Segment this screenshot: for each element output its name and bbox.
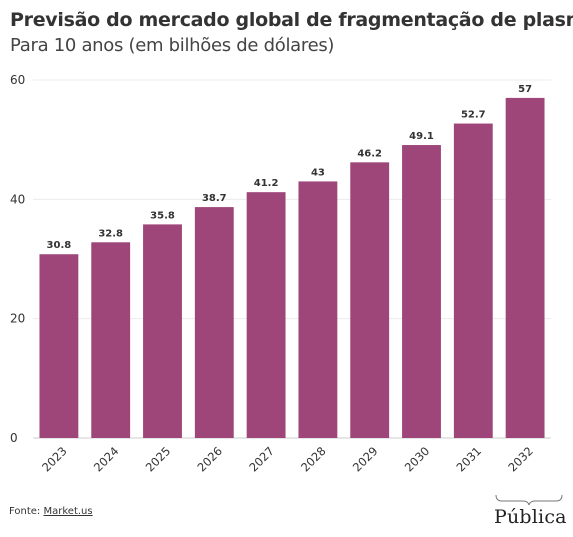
y-tick-label-40: 40 <box>10 192 25 206</box>
data-label-2024: 32.8 <box>98 228 123 239</box>
bar-2025 <box>143 224 182 438</box>
x-tick-label-2030: 2030 <box>402 444 433 475</box>
bar-2028 <box>298 181 338 438</box>
data-label-2026: 38.7 <box>202 193 227 204</box>
data-label-2031: 52.7 <box>461 110 486 121</box>
bar-2032 <box>505 97 545 439</box>
x-tick-label-2032: 2032 <box>505 444 536 475</box>
data-label-2032: 57 <box>518 84 532 95</box>
source-link[interactable]: Market.us <box>43 506 93 517</box>
bar-2026 <box>194 207 234 438</box>
bar-2023 <box>39 254 79 438</box>
y-tick-label-0: 0 <box>10 431 18 445</box>
bar-2031 <box>453 123 493 438</box>
bar-2029 <box>350 162 390 438</box>
y-axis-ticks: 0 20 40 60 <box>10 73 25 445</box>
x-tick-label-2031: 2031 <box>454 444 485 475</box>
x-tick-label-2025: 2025 <box>143 444 174 475</box>
source-label: Fonte: <box>9 506 41 517</box>
x-tick-label-2023: 2023 <box>39 444 70 475</box>
logo-text: Pública <box>494 506 567 528</box>
bar-2024 <box>91 242 131 438</box>
x-tick-label-2028: 2028 <box>298 444 329 475</box>
bar-2030 <box>402 145 441 438</box>
bar-2027 <box>246 192 286 438</box>
data-label-2030: 49.1 <box>409 131 434 142</box>
x-tick-label-2024: 2024 <box>91 444 122 475</box>
x-tick-label-2029: 2029 <box>350 444 381 475</box>
publica-logo: Pública <box>490 493 568 531</box>
y-tick-label-60: 60 <box>10 73 25 87</box>
data-label-2023: 30.8 <box>47 240 72 251</box>
data-labels: 30.8 32.8 35.8 38.7 41.2 43 46.2 49.1 52.7 57 <box>47 84 533 251</box>
data-label-2029: 46.2 <box>357 148 382 159</box>
data-label-2025: 35.8 <box>150 210 175 221</box>
data-label-2028: 43 <box>311 167 325 178</box>
x-tick-label-2027: 2027 <box>246 444 277 475</box>
y-tick-label-20: 20 <box>10 312 25 326</box>
bar-series <box>39 97 545 439</box>
x-axis-ticks: 2023 2024 2025 2026 2027 2028 2029 2030 2031 2032 <box>39 444 536 475</box>
x-tick-label-2026: 2026 <box>195 444 226 475</box>
chart-title: Previsão do mercado global de fragmentaç… <box>10 9 573 31</box>
logo-bracket-icon <box>495 494 563 506</box>
chart-subtitle: Para 10 anos (em bilhões de dólares) <box>10 35 335 56</box>
data-label-2027: 41.2 <box>254 178 279 189</box>
source-footer: Fonte: Market.us <box>9 506 93 517</box>
